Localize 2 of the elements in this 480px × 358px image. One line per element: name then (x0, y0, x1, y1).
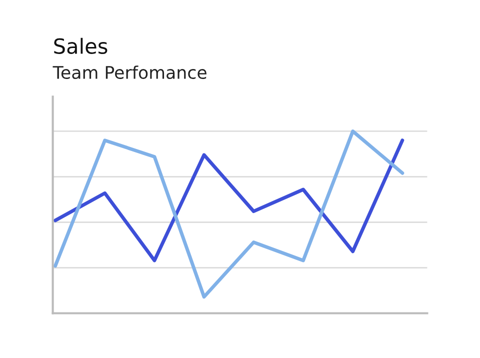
chart-subtitle: Team Perfomance (52, 66, 206, 80)
chart-title: Sales (54, 38, 108, 54)
